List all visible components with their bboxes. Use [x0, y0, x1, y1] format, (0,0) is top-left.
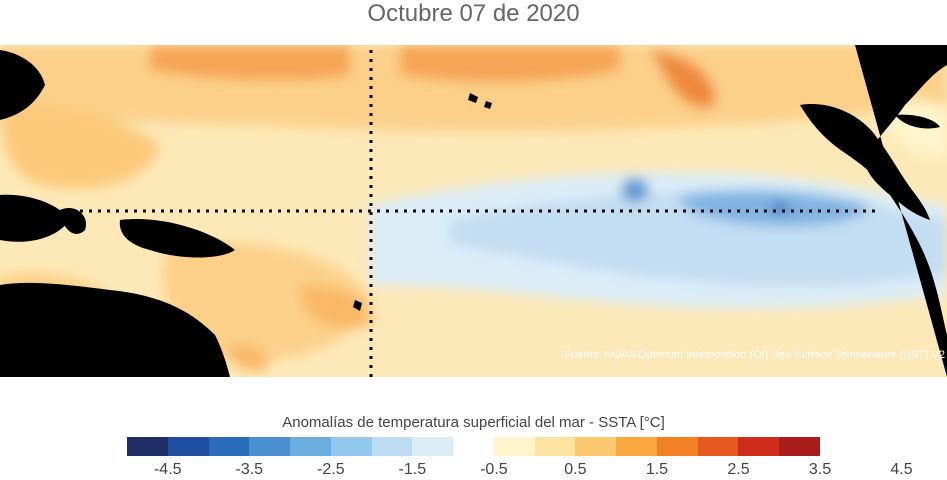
land-hawaii-2 [484, 101, 492, 109]
colorbar-swatch [534, 437, 576, 456]
colorbar-tick-label: 0.5 [564, 461, 587, 478]
land-cuba [895, 114, 940, 129]
colorbar-tick-label: 4.5 [890, 461, 913, 478]
colorbar-swatch [127, 437, 168, 456]
colorbar-swatch [412, 437, 454, 456]
colorbar-tick-label: -1.5 [398, 461, 427, 478]
colorbar-swatch [738, 437, 780, 456]
land-central-america [800, 104, 930, 220]
colorbar-tick-label: -0.5 [480, 461, 508, 478]
land-fiji [353, 300, 362, 311]
map-title: Octubre 07 de 2020 [367, 0, 580, 27]
land-borneo [0, 194, 70, 242]
ssta-map [0, 45, 947, 377]
land-sulawesi [60, 207, 86, 234]
colorbar-swatch [656, 437, 698, 456]
colorbar-swatch [779, 437, 821, 456]
land-americas [855, 45, 947, 377]
colorbar-tick-label: -3.5 [235, 461, 264, 478]
colorbar-tick-label: -2.5 [317, 461, 345, 478]
anomaly-field [0, 45, 947, 372]
land-australia [0, 282, 230, 377]
colorbar-swatch [697, 437, 739, 456]
colorbar-tick-label: 2.5 [727, 461, 750, 478]
colorbar-ticks: -4.5 -3.5 -2.5 -1.5 -0.5 0.5 1.5 2.5 3.5 4.5 [127, 461, 913, 479]
colorbar-tick-label: 1.5 [645, 461, 669, 478]
colorbar-label: Anomalías de temperatura superficial del… [282, 414, 665, 431]
land-hawaii [468, 93, 478, 103]
colorbar-swatch [330, 437, 372, 456]
colorbar-swatch [290, 437, 331, 456]
colorbar-swatch [249, 437, 291, 456]
colorbar-swatch [453, 437, 494, 456]
land-asia [0, 50, 45, 120]
colorbar [127, 437, 821, 456]
ssta-map-canvas [0, 45, 947, 377]
land-new-guinea [119, 219, 235, 258]
colorbar-swatch [616, 437, 657, 456]
land-masses [0, 45, 947, 377]
colorbar-swatch [575, 437, 617, 456]
colorbar-swatch [371, 437, 413, 456]
data-source-note: Fuente: NOAA Optimum Interpolation (OI) … [564, 349, 945, 361]
colorbar-swatch [493, 437, 535, 456]
colorbar-tick-label: -4.5 [153, 461, 182, 478]
colorbar-swatch [167, 437, 209, 456]
colorbar-tick-label: 3.5 [808, 461, 832, 478]
colorbar-swatch [208, 437, 250, 456]
